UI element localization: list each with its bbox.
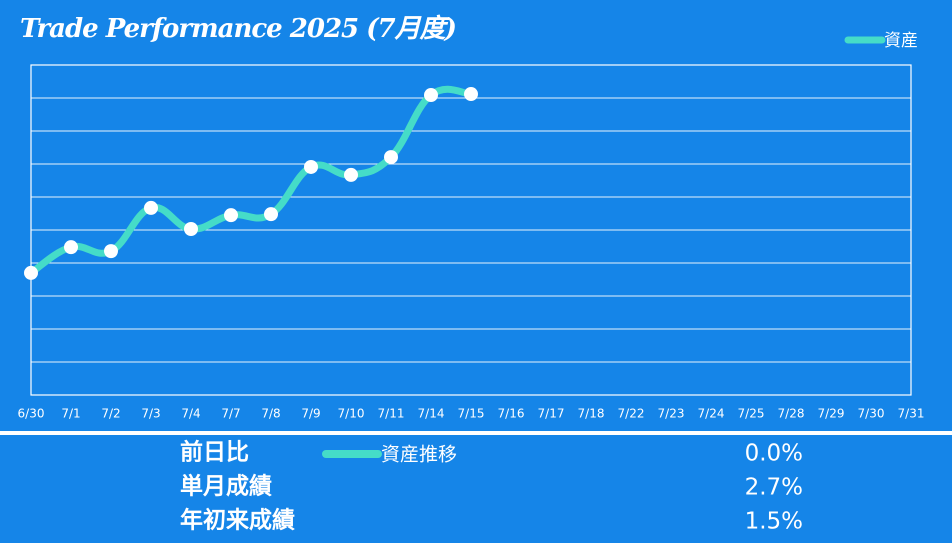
x-tick-label: 7/17	[538, 407, 565, 421]
x-tick-label: 7/24	[698, 407, 725, 421]
data-point	[304, 159, 318, 174]
x-tick-label: 7/28	[778, 407, 805, 421]
x-tick-label: 7/4	[181, 407, 200, 421]
row-label: 前日比	[180, 439, 249, 466]
data-point	[104, 244, 118, 259]
legend-label: 資産	[884, 31, 918, 51]
x-tick-label: 7/22	[618, 407, 645, 421]
data-point	[144, 200, 158, 215]
x-tick-label: 7/18	[578, 407, 605, 421]
summary: 資産推移 前日比 0.0% 単月成績 2.7% 年初来成績 1.5%	[180, 439, 803, 535]
x-tick-label: 7/7	[221, 407, 240, 421]
x-tick-label: 7/11	[378, 407, 405, 421]
data-point	[224, 208, 238, 223]
x-tick-label: 7/10	[338, 407, 365, 421]
x-tick-label: 7/8	[261, 407, 280, 421]
x-tick-label: 7/31	[898, 407, 925, 421]
x-tick-label: 7/23	[658, 407, 685, 421]
x-tick-label: 7/9	[301, 407, 320, 421]
data-point	[264, 207, 278, 222]
row-value: 1.5%	[745, 509, 803, 535]
row-value: 0.0%	[745, 441, 803, 467]
x-tick-label: 7/29	[818, 407, 845, 421]
x-tick-label: 7/15	[458, 407, 485, 421]
data-point	[384, 150, 398, 165]
row-label: 単月成績	[180, 473, 272, 500]
x-tick-label: 7/14	[418, 407, 445, 421]
data-point	[464, 87, 478, 102]
row-value: 2.7%	[745, 475, 803, 501]
x-tick-label: 7/2	[101, 407, 120, 421]
data-point	[424, 88, 438, 103]
x-tick-label: 7/30	[858, 407, 885, 421]
data-point	[64, 240, 78, 255]
x-tick-label: 7/25	[738, 407, 765, 421]
x-tick-label: 7/3	[141, 407, 160, 421]
chart-title: Trade Performance 2025 (7月度)	[20, 14, 456, 44]
legend-label: 資産推移	[381, 444, 457, 466]
row-label: 年初来成績	[180, 507, 295, 534]
x-tick-label: 7/16	[498, 407, 525, 421]
data-point	[344, 167, 358, 182]
x-tick-label: 6/30	[18, 407, 45, 421]
x-tick-label: 7/1	[61, 407, 80, 421]
data-point	[24, 265, 38, 280]
data-point	[184, 222, 198, 237]
